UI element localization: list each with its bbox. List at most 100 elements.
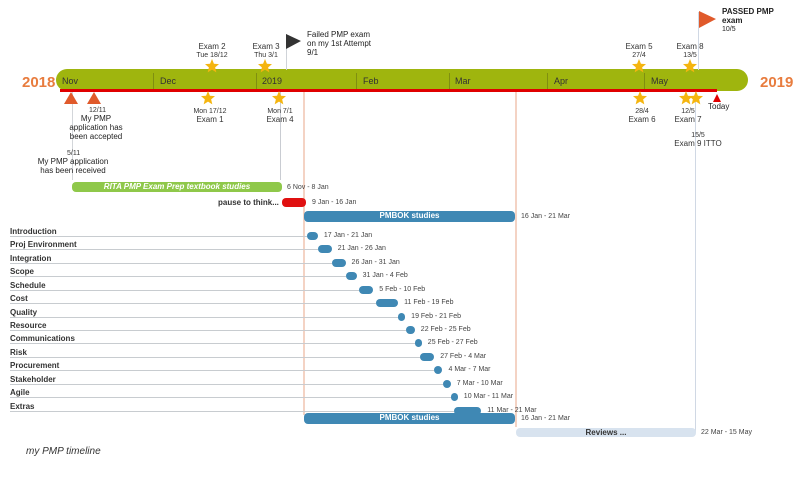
task-label: Risk — [10, 347, 27, 357]
task-row-line — [10, 276, 346, 278]
task-label: Proj Environment — [10, 240, 77, 250]
rita-phase-label: RITA PMP Exam Prep textbook studies — [103, 182, 251, 191]
task-label: Schedule — [10, 280, 46, 290]
pmbok-bottom-dates: 16 Jan - 21 Mar — [521, 415, 571, 422]
exam-8-title: Exam 8 — [676, 42, 704, 51]
star-icon — [272, 91, 286, 105]
month-label: Mar — [455, 76, 471, 86]
pause-phase-bar — [282, 198, 306, 207]
exam-7-date: 12/5 — [681, 108, 695, 115]
passed-flag-icon — [699, 11, 716, 28]
task-label: Extras — [10, 401, 35, 411]
task-row-line — [10, 262, 332, 264]
today-label: Today — [708, 102, 730, 111]
rita-phase-bar — [72, 182, 282, 192]
task-label: Cost — [10, 294, 28, 304]
failed-flag-date: 9/1 — [307, 48, 319, 57]
accepted-line1: My PMP — [80, 114, 112, 123]
star-icon — [679, 91, 693, 105]
exam-3-title: Exam 3 — [252, 42, 280, 51]
task-bar — [414, 339, 422, 348]
month-label: 2019 — [262, 76, 283, 86]
exam-5-title: Exam 5 — [625, 42, 653, 51]
received-triangle-icon — [64, 92, 78, 104]
task-bar — [434, 366, 443, 375]
task-label: Stakeholder — [10, 374, 56, 384]
passed-flag-line2: exam — [722, 16, 743, 25]
year-end-label: 2019 — [760, 74, 794, 91]
reviews-label: Reviews ... — [585, 428, 627, 437]
pmbok-top-bar — [304, 211, 515, 222]
task-dates: 31 Jan - 4 Feb — [362, 272, 408, 280]
task-bar — [317, 245, 332, 254]
exam-7-title: Exam 7 — [674, 115, 702, 124]
exam-6-title: Exam 6 — [628, 115, 656, 124]
accepted-triangle-icon — [87, 92, 101, 104]
task-bar — [359, 285, 374, 294]
star-icon — [205, 59, 219, 73]
task-dates: 26 Jan - 31 Jan — [351, 258, 400, 266]
month-label: Feb — [363, 76, 379, 86]
accepted-date: 12/11 — [89, 107, 106, 114]
task-dates: 19 Feb - 21 Feb — [411, 312, 461, 320]
task-label: Procurement — [10, 361, 60, 371]
task-bar — [406, 326, 415, 334]
month-label: Apr — [554, 76, 569, 86]
month-divider — [449, 73, 450, 89]
guide-line-pmbok-end — [515, 92, 517, 427]
star-icon — [683, 59, 697, 73]
today-marker-icon — [713, 94, 721, 102]
task-dates: 25 Feb - 27 Feb — [427, 339, 478, 347]
task-dates: 17 Jan - 21 Jan — [323, 232, 373, 239]
month-divider — [356, 73, 357, 89]
task-label: Introduction — [10, 227, 57, 236]
task-label: Resource — [10, 321, 47, 330]
star-icon — [633, 91, 647, 105]
task-bar — [442, 379, 451, 388]
task-label: Integration — [10, 253, 52, 263]
task-bar — [331, 258, 346, 267]
task-dates: 5 Feb - 10 Feb — [379, 285, 426, 293]
received-date: 5/11 — [67, 150, 81, 157]
month-divider — [153, 73, 154, 89]
task-row-line — [10, 330, 407, 331]
task-row-line — [10, 249, 318, 251]
exam-3-date: Thu 3/1 — [254, 52, 278, 59]
pmbok-bottom-bar — [304, 413, 515, 424]
month-label: May — [651, 76, 669, 86]
month-divider — [256, 73, 257, 89]
task-row-line — [10, 383, 443, 385]
star-icon — [201, 91, 215, 105]
exam-4-date: Mon 7/1 — [267, 108, 293, 115]
accepted-line2: application has — [69, 123, 123, 132]
reviews-bar — [516, 428, 696, 437]
task-bar — [306, 232, 318, 240]
exam-5-date: 27/4 — [632, 52, 646, 59]
month-label: Nov — [62, 76, 79, 86]
task-row-line — [10, 303, 377, 305]
pmbok-top-dates: 16 Jan - 21 Mar — [521, 213, 571, 220]
failed-flag-line2: on my 1st Attempt — [307, 39, 372, 48]
pmbok-bottom-label: PMBOK studies — [379, 413, 440, 422]
task-dates: 11 Feb - 19 Feb — [404, 299, 454, 307]
task-row-line — [10, 316, 399, 318]
task-dates: 10 Mar - 11 Mar — [463, 393, 514, 401]
exam-1-date: Mon 17/12 — [193, 108, 227, 115]
exam-2-date: Tue 18/12 — [196, 52, 228, 59]
exam-1-title: Exam 1 — [196, 115, 224, 124]
task-label: Quality — [10, 307, 38, 317]
exam-2-title: Exam 2 — [198, 42, 226, 51]
task-bar — [420, 352, 435, 361]
task-row-line — [10, 356, 421, 358]
timeline-band — [56, 69, 748, 91]
task-row-line — [10, 397, 451, 399]
task-row-line — [10, 236, 307, 237]
received-line2: has been received — [40, 166, 106, 175]
guide-line-passed — [698, 12, 699, 70]
accepted-line3: been accepted — [69, 132, 123, 141]
star-icon — [632, 59, 646, 73]
task-bar — [398, 312, 406, 321]
passed-flag-date: 10/5 — [722, 26, 736, 33]
task-dates: 27 Feb - 4 Mar — [440, 352, 487, 360]
